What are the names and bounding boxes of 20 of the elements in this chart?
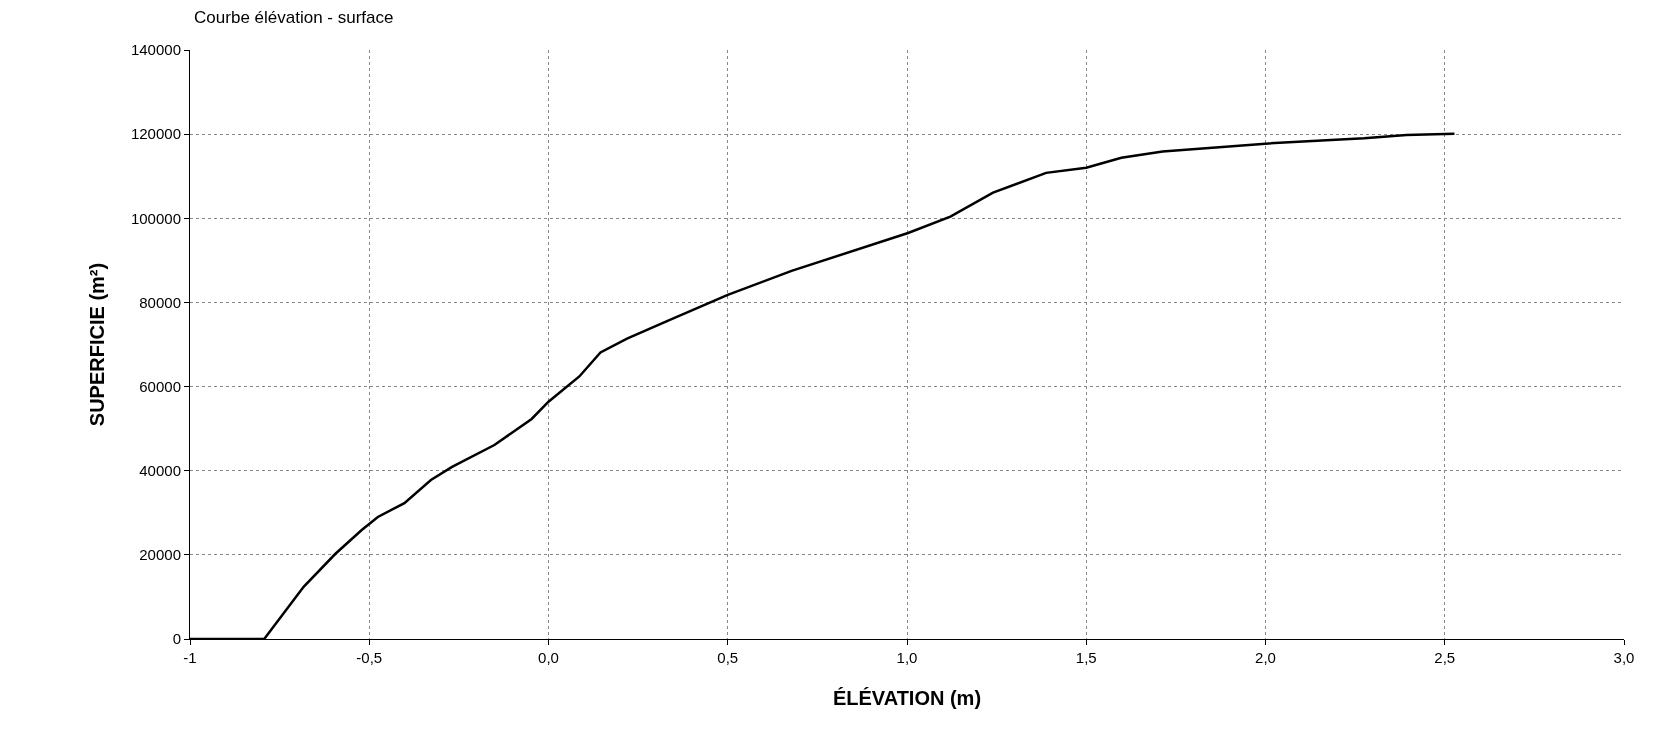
- y-tick-label: 0: [172, 630, 181, 648]
- x-tick-label: -0,5: [356, 649, 383, 666]
- y-tick-label: 60000: [139, 377, 181, 395]
- y-tick-label: 100000: [130, 209, 181, 227]
- x-tick-label: -1: [183, 649, 197, 666]
- y-tick-label: 140000: [130, 41, 181, 59]
- x-tick-label: 1,5: [1075, 649, 1097, 666]
- y-tick-label: 120000: [130, 125, 181, 143]
- chart-title: Courbe élévation - surface: [194, 7, 394, 27]
- x-axis-title: ÉLÉVATION (m): [832, 686, 982, 709]
- x-tick-label: 0,0: [538, 649, 559, 666]
- x-tick-label: 2,5: [1434, 649, 1456, 666]
- y-tick-label: 20000: [139, 546, 181, 564]
- x-tick-label: 0,5: [717, 649, 739, 666]
- x-tick-label: 3,0: [1613, 649, 1635, 666]
- x-tick-label: 1,0: [896, 649, 918, 666]
- y-tick-label: 40000: [139, 461, 181, 479]
- x-tick-label: 2,0: [1255, 649, 1276, 666]
- y-axis-title: SUPERFICIE (m²): [86, 262, 109, 427]
- y-tick-label: 80000: [139, 293, 181, 311]
